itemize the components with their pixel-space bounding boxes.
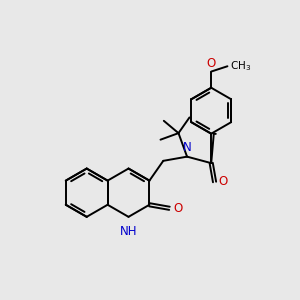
Text: CH$_3$: CH$_3$ — [230, 59, 251, 73]
Text: N: N — [183, 141, 192, 154]
Text: O: O — [174, 202, 183, 215]
Text: O: O — [207, 57, 216, 70]
Text: NH: NH — [120, 225, 137, 238]
Text: O: O — [219, 176, 228, 188]
